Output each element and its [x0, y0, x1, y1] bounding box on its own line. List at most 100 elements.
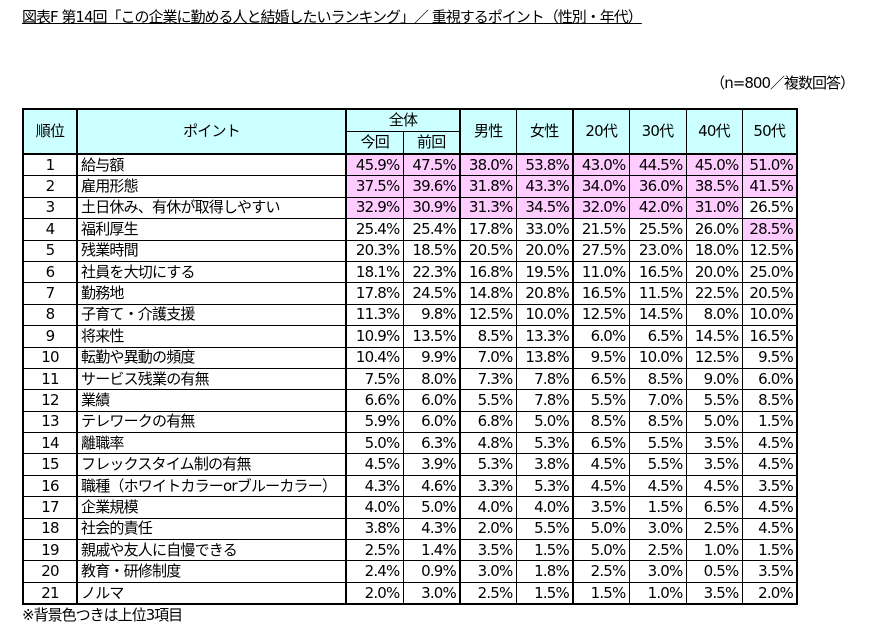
value-cell-20s: 32.0% — [572, 196, 630, 220]
header-overall: 全体 — [345, 108, 461, 132]
value-cell-female: 19.5% — [515, 260, 574, 284]
value-cell-current: 5.0% — [345, 432, 404, 455]
value-cell-30s: 42.0% — [628, 196, 687, 220]
value-cell-female: 13.3% — [515, 325, 574, 348]
rank-cell: 13 — [22, 410, 78, 434]
value-cell-40s: 38.5% — [685, 175, 743, 198]
table-row: 12 業績 6.6% 6.0% 5.5% 7.8% 5.5% 7.0% 5.5% 8.5% — [22, 389, 798, 412]
value-cell-male: 7.0% — [459, 346, 517, 369]
value-cell-previous: 39.6% — [402, 175, 461, 198]
point-cell: 社員を大切にする — [76, 260, 347, 284]
rank-cell: 8 — [22, 303, 78, 327]
value-cell-30s: 6.5% — [628, 325, 687, 348]
value-cell-current: 2.0% — [345, 581, 404, 605]
header-20s: 20代 — [572, 108, 630, 155]
value-cell-50s: 9.5% — [741, 346, 798, 369]
value-cell-50s: 20.5% — [741, 282, 798, 305]
rank-cell: 19 — [22, 539, 78, 562]
point-cell: 転勤や異動の頻度 — [76, 346, 347, 369]
value-cell-50s: 1.5% — [741, 410, 798, 434]
value-cell-20s: 21.5% — [572, 218, 630, 241]
point-cell: テレワークの有無 — [76, 410, 347, 434]
value-cell-current: 2.5% — [345, 539, 404, 562]
table-row: 16 職種（ホワイトカラーorブルーカラー） 4.3% 4.6% 3.3% 5.3% 4.5… — [22, 474, 798, 498]
value-cell-current: 10.4% — [345, 346, 404, 369]
value-cell-current: 25.4% — [345, 218, 404, 241]
value-cell-40s: 45.0% — [685, 153, 743, 177]
value-cell-40s: 0.5% — [685, 560, 743, 583]
value-cell-30s: 10.0% — [628, 346, 687, 369]
value-cell-male: 16.8% — [459, 260, 517, 284]
value-cell-current: 4.0% — [345, 496, 404, 519]
rank-cell: 9 — [22, 325, 78, 348]
table-row: 9 将来性 10.9% 13.5% 8.5% 13.3% 6.0% 6.5% 14.5% 16.5… — [22, 325, 798, 348]
table-row: 1 給与額 45.9% 47.5% 38.0% 53.8% 43.0% 44.5% 45.0% 5… — [22, 153, 798, 177]
value-cell-male: 7.3% — [459, 367, 517, 391]
value-cell-40s: 20.0% — [685, 260, 743, 284]
value-cell-previous: 18.5% — [402, 239, 461, 262]
value-cell-female: 4.0% — [515, 496, 574, 519]
value-cell-female: 5.3% — [515, 474, 574, 498]
point-cell: 教育・研修制度 — [76, 560, 347, 583]
point-cell: 子育て・介護支援 — [76, 303, 347, 327]
value-cell-current: 2.4% — [345, 560, 404, 583]
value-cell-50s: 3.5% — [741, 560, 798, 583]
rank-cell: 5 — [22, 239, 78, 262]
header-current: 今回 — [345, 131, 404, 155]
value-cell-current: 37.5% — [345, 175, 404, 198]
value-cell-50s: 1.5% — [741, 539, 798, 562]
point-cell: フレックスタイム制の有無 — [76, 453, 347, 476]
value-cell-30s: 23.0% — [628, 239, 687, 262]
value-cell-30s: 3.0% — [628, 517, 687, 541]
value-cell-previous: 24.5% — [402, 282, 461, 305]
rank-cell: 10 — [22, 346, 78, 369]
value-cell-previous: 3.0% — [402, 581, 461, 605]
value-cell-female: 33.0% — [515, 218, 574, 241]
value-cell-female: 13.8% — [515, 346, 574, 369]
table-row: 3 土日休み、有休が取得しやすい 32.9% 30.9% 31.3% 34.5% 32.0%… — [22, 196, 798, 220]
value-cell-current: 7.5% — [345, 367, 404, 391]
value-cell-current: 3.8% — [345, 517, 404, 541]
value-cell-male: 3.3% — [459, 474, 517, 498]
rank-cell: 6 — [22, 260, 78, 284]
value-cell-50s: 8.5% — [741, 389, 798, 412]
value-cell-40s: 14.5% — [685, 325, 743, 348]
point-cell: 福利厚生 — [76, 218, 347, 241]
value-cell-female: 43.3% — [515, 175, 574, 198]
point-cell: 離職率 — [76, 432, 347, 455]
rank-cell: 21 — [22, 581, 78, 605]
value-cell-50s: 25.0% — [741, 260, 798, 284]
value-cell-20s: 1.5% — [572, 581, 630, 605]
rank-cell: 17 — [22, 496, 78, 519]
value-cell-30s: 1.5% — [628, 496, 687, 519]
value-cell-male: 2.0% — [459, 517, 517, 541]
value-cell-male: 31.3% — [459, 196, 517, 220]
value-cell-20s: 4.5% — [572, 453, 630, 476]
table-row: 19 親戚や友人に自慢できる 2.5% 1.4% 3.5% 1.5% 5.0% 2.5% 1.0… — [22, 539, 798, 562]
value-cell-previous: 25.4% — [402, 218, 461, 241]
value-cell-female: 7.8% — [515, 367, 574, 391]
value-cell-current: 10.9% — [345, 325, 404, 348]
value-cell-current: 5.9% — [345, 410, 404, 434]
value-cell-male: 3.5% — [459, 539, 517, 562]
value-cell-male: 2.5% — [459, 581, 517, 605]
rank-cell: 15 — [22, 453, 78, 476]
table-row: 18 社会的責任 3.8% 4.3% 2.0% 5.5% 5.0% 3.0% 2.5% 4.5% — [22, 517, 798, 541]
value-cell-previous: 47.5% — [402, 153, 461, 177]
value-cell-male: 8.5% — [459, 325, 517, 348]
value-cell-30s: 4.5% — [628, 474, 687, 498]
value-cell-current: 20.3% — [345, 239, 404, 262]
value-cell-current: 17.8% — [345, 282, 404, 305]
rank-cell: 14 — [22, 432, 78, 455]
value-cell-40s: 3.5% — [685, 432, 743, 455]
table-row: 2 雇用形態 37.5% 39.6% 31.8% 43.3% 34.0% 36.0% 38.5%… — [22, 175, 798, 198]
value-cell-male: 4.8% — [459, 432, 517, 455]
value-cell-previous: 9.8% — [402, 303, 461, 327]
value-cell-30s: 14.5% — [628, 303, 687, 327]
table-row: 20 教育・研修制度 2.4% 0.9% 3.0% 1.8% 2.5% 3.0% 0.5% 3.5… — [22, 560, 798, 583]
value-cell-50s: 41.5% — [741, 175, 798, 198]
value-cell-50s: 3.5% — [741, 474, 798, 498]
table-row: 17 企業規模 4.0% 5.0% 4.0% 4.0% 3.5% 1.5% 6.5% 4.5% — [22, 496, 798, 519]
value-cell-30s: 11.5% — [628, 282, 687, 305]
rank-cell: 2 — [22, 175, 78, 198]
